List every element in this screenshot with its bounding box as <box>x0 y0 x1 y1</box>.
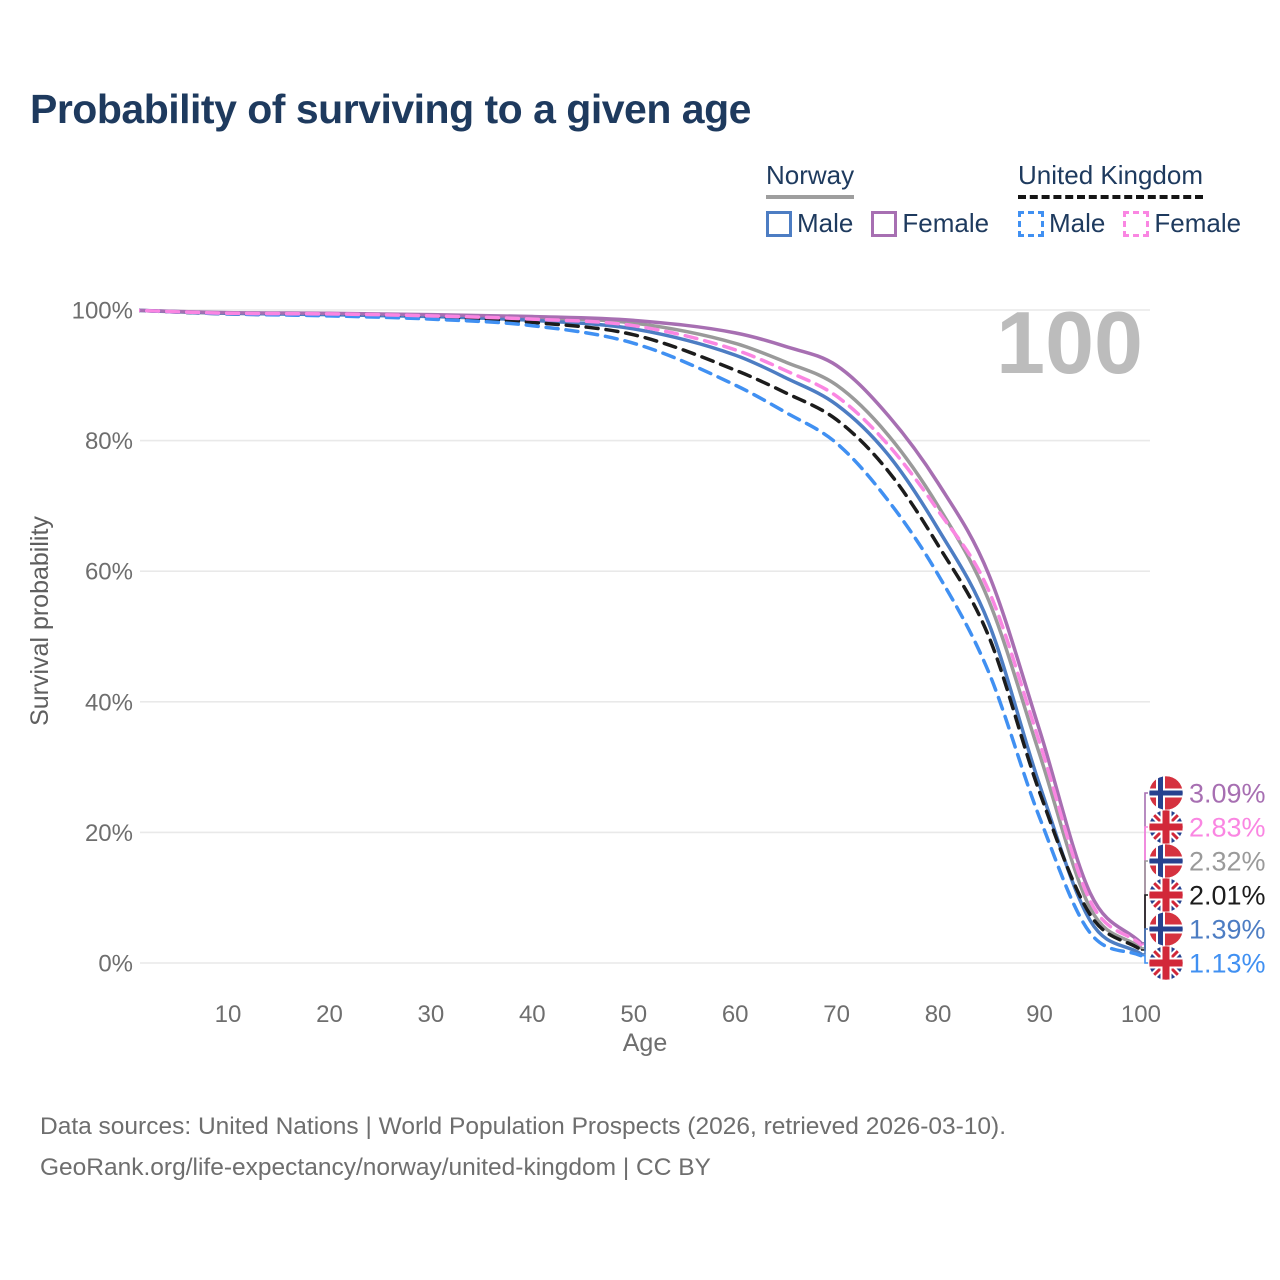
x-tick-label: 20 <box>316 1001 343 1028</box>
legend-item-norway-female[interactable]: Female <box>871 208 989 239</box>
legend: Norway Male Female United Kingdom Male <box>0 160 1280 250</box>
legend-group-united-kingdom: United Kingdom Male Female <box>1018 160 1259 239</box>
legend-item-uk-male[interactable]: Male <box>1018 208 1105 239</box>
y-tick-label: 60% <box>85 559 133 586</box>
end-label-value-united-kingdom-female: 2.83% <box>1189 813 1266 843</box>
y-tick-label: 80% <box>85 428 133 455</box>
y-tick-label: 0% <box>98 951 133 978</box>
legend-item-label: Male <box>1049 208 1106 238</box>
legend-items-united-kingdom: Male Female <box>1018 208 1259 239</box>
x-tick-label: 80 <box>925 1001 952 1028</box>
legend-group-norway: Norway Male Female <box>766 160 1007 239</box>
x-tick-label: 30 <box>418 1001 445 1028</box>
legend-country-united-kingdom[interactable]: United Kingdom <box>1018 160 1203 199</box>
survival-curves <box>127 308 1143 958</box>
gridlines <box>140 309 1150 964</box>
end-label-connector <box>1141 894 1148 951</box>
legend-items-norway: Male Female <box>766 208 1007 239</box>
curve-united-kingdom-female[interactable] <box>127 308 1143 947</box>
x-tick-label: 100 <box>1121 1001 1161 1028</box>
norway-flag-icon <box>1149 912 1183 946</box>
norway-female-swatch-icon <box>871 210 898 237</box>
uk-male-swatch-icon <box>1018 210 1044 237</box>
norway-flag-icon <box>1149 844 1183 878</box>
uk-flag-icon <box>1149 946 1183 980</box>
x-tick-label: 70 <box>823 1001 850 1028</box>
x-tick-label: 50 <box>620 1001 647 1028</box>
x-axis-title: Age <box>623 1029 667 1057</box>
legend-item-uk-female[interactable]: Female <box>1123 208 1241 239</box>
legend-country-norway[interactable]: Norway <box>766 160 855 199</box>
age-counter-watermark: 100 <box>996 293 1143 392</box>
curve-united-kingdom[interactable] <box>127 308 1143 952</box>
end-label-value-norway-male: 1.39% <box>1189 915 1266 945</box>
legend-item-label: Female <box>902 208 990 238</box>
data-sources-line: Data sources: United Nations | World Pop… <box>40 1113 1007 1140</box>
legend-item-norway-male[interactable]: Male <box>766 208 853 239</box>
end-label-connector <box>1141 928 1148 955</box>
page-title: Probability of surviving to a given age <box>30 86 751 132</box>
y-axis-tick-labels: 100% 80% 60% 40% 20% 0% <box>72 298 133 978</box>
end-label-connector <box>1141 954 1148 964</box>
end-label-value-norway-female: 3.09% <box>1189 779 1266 809</box>
end-label-value-united-kingdom: 2.01% <box>1189 881 1266 911</box>
y-tick-label: 40% <box>85 689 133 716</box>
uk-flag-icon <box>1149 810 1183 844</box>
x-tick-label: 10 <box>215 1001 242 1028</box>
end-labels: 3.09% 2.83% 2.32% 2.01% 1.39% 1.13% <box>1141 776 1266 980</box>
attribution-line: GeoRank.org/life-expectancy/norway/unite… <box>40 1154 711 1181</box>
footer: Data sources: United Nations | World Pop… <box>40 1106 1006 1188</box>
curve-united-kingdom-male[interactable] <box>127 308 1143 958</box>
y-axis-title: Survival probability <box>26 516 54 726</box>
y-tick-label: 20% <box>85 820 133 847</box>
y-tick-label: 100% <box>72 298 133 325</box>
legend-item-label: Male <box>797 208 854 238</box>
norway-flag-icon <box>1149 776 1183 810</box>
uk-flag-icon <box>1149 878 1183 912</box>
norway-male-swatch-icon <box>766 210 792 237</box>
x-axis-tick-labels: 10 20 30 40 50 60 70 80 90 100 <box>215 1001 1161 1028</box>
x-tick-label: 90 <box>1026 1001 1053 1028</box>
x-tick-label: 60 <box>722 1001 749 1028</box>
end-label-value-united-kingdom-male: 1.13% <box>1189 949 1266 979</box>
end-label-value-norway: 2.32% <box>1189 847 1266 877</box>
x-tick-label: 40 <box>519 1001 546 1028</box>
uk-female-swatch-icon <box>1123 210 1150 237</box>
curve-norway[interactable] <box>127 308 1143 950</box>
legend-item-label: Female <box>1154 208 1242 238</box>
